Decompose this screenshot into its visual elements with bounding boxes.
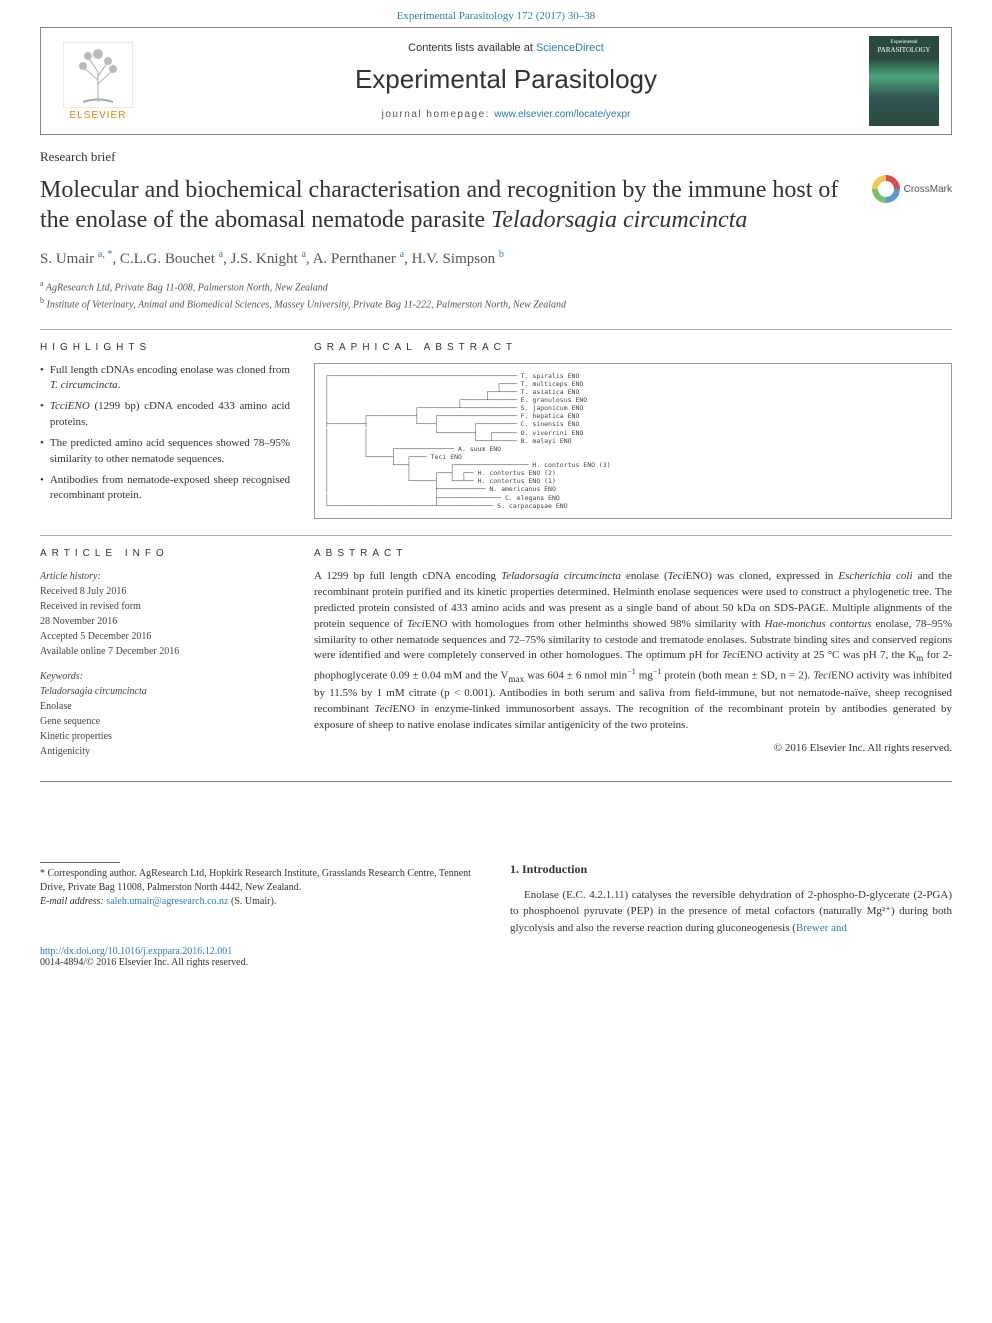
sciencedirect-link[interactable]: ScienceDirect — [536, 42, 604, 54]
email-post: (S. Umair). — [229, 896, 277, 907]
highlights-label: HIGHLIGHTS — [40, 342, 290, 353]
abstract-text: A 1299 bp full length cDNA encoding Tela… — [314, 569, 952, 734]
introduction-text: Enolase (E.C. 4.2.1.11) catalyses the re… — [510, 887, 952, 937]
masthead-center: Contents lists available at ScienceDirec… — [143, 42, 869, 120]
cover-top-text: Experimental — [891, 40, 918, 45]
elsevier-tree-icon — [63, 42, 133, 108]
article-history: Received 8 July 2016Received in revised … — [40, 584, 290, 659]
elsevier-logo: ELSEVIER — [53, 36, 143, 126]
introduction-heading: 1. Introduction — [510, 862, 952, 877]
article-type: Research brief — [40, 149, 952, 165]
page-footer: http://dx.doi.org/10.1016/j.exppara.2016… — [0, 936, 992, 992]
email-label: E-mail address: — [40, 896, 106, 907]
cover-title-text: PARASITOLOGY — [878, 46, 931, 54]
doi-link[interactable]: http://dx.doi.org/10.1016/j.exppara.2016… — [40, 946, 952, 957]
page-header-link: Experimental Parasitology 172 (2017) 30–… — [0, 0, 992, 27]
journal-cover-thumbnail: Experimental PARASITOLOGY — [869, 36, 939, 126]
citation-link[interactable]: Experimental Parasitology 172 (2017) 30–… — [397, 10, 596, 22]
intro-citation-link[interactable]: Brewer and — [796, 922, 847, 934]
crossmark-badge[interactable]: CrossMark — [872, 175, 952, 203]
article-info-label: ARTICLE INFO — [40, 548, 290, 559]
email-footnote: E-mail address: saleh.umair@agresearch.c… — [40, 895, 480, 909]
journal-homepage-link[interactable]: www.elsevier.com/locate/yexpr — [494, 109, 630, 120]
author-list: S. Umair a, *, C.L.G. Bouchet a, J.S. Kn… — [40, 249, 952, 268]
journal-homepage-line: journal homepage: www.elsevier.com/locat… — [143, 109, 869, 120]
journal-masthead: ELSEVIER Contents lists available at Sci… — [40, 27, 952, 135]
highlights-list: Full length cDNAs encoding enolase was c… — [40, 363, 290, 504]
title-row: Molecular and biochemical characterisati… — [40, 175, 952, 235]
elsevier-name: ELSEVIER — [70, 110, 127, 121]
title-species: Teladorsagia circumcincta — [491, 207, 747, 233]
crossmark-icon — [872, 175, 900, 203]
crossmark-label: CrossMark — [904, 184, 952, 195]
full-separator — [40, 781, 952, 782]
intro-pre: Enolase (E.C. 4.2.1.11) catalyses the re… — [510, 889, 952, 934]
history-heading: Article history: — [40, 569, 290, 584]
footnote-rule — [40, 862, 120, 863]
email-link[interactable]: saleh.umair@agresearch.co.nz — [106, 896, 228, 907]
highlights-block: Full length cDNAs encoding enolase was c… — [40, 363, 290, 504]
article-info-block: Article history: Received 8 July 2016Rec… — [40, 569, 290, 759]
footnote-corr-text: * Corresponding author. AgResearch Ltd, … — [40, 868, 471, 893]
separator — [40, 535, 952, 536]
keywords-heading: Keywords: — [40, 669, 290, 684]
contents-available-line: Contents lists available at ScienceDirec… — [143, 42, 869, 54]
abstract-label: ABSTRACT — [314, 548, 952, 559]
abstract-copyright: © 2016 Elsevier Inc. All rights reserved… — [314, 742, 952, 754]
keywords-list: Teladorsagia circumcinctaEnolaseGene seq… — [40, 684, 290, 759]
corresponding-author-footnote: * Corresponding author. AgResearch Ltd, … — [40, 867, 480, 895]
separator — [40, 329, 952, 330]
article-title: Molecular and biochemical characterisati… — [40, 175, 860, 235]
journal-title: Experimental Parasitology — [143, 64, 869, 95]
phylogenetic-tree: ┌───────────────────────────────────────… — [314, 363, 952, 519]
graphical-abstract-label: GRAPHICAL ABSTRACT — [314, 342, 952, 353]
issn-copyright: 0014-4894/© 2016 Elsevier Inc. All right… — [40, 957, 952, 968]
contents-pre: Contents lists available at — [408, 42, 536, 54]
affiliation-list: a AgResearch Ltd, Private Bag 11-008, Pa… — [40, 278, 952, 313]
homepage-label: journal homepage: — [382, 109, 495, 120]
